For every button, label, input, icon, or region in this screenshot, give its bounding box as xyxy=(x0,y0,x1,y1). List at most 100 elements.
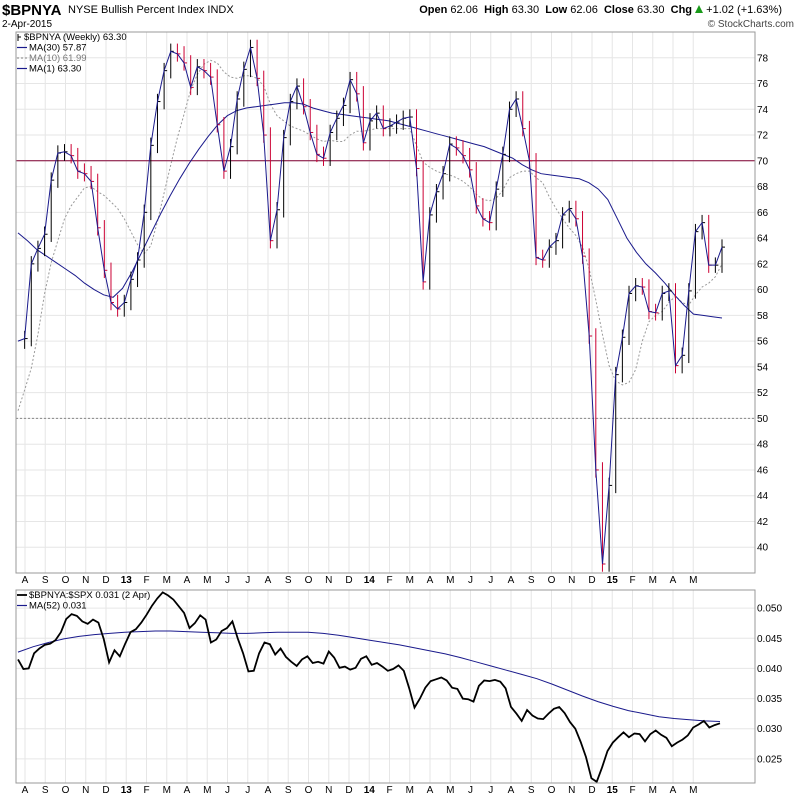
x-tick-label: O xyxy=(62,575,70,586)
x-tick-label: A xyxy=(427,785,434,795)
open-value: 62.06 xyxy=(450,4,478,16)
y-tick-label: 0.030 xyxy=(757,724,782,735)
y-tick-label: 60 xyxy=(757,285,769,296)
low-label: Low xyxy=(545,4,568,16)
legend-ma10: MA(10) 61.99 xyxy=(29,53,87,64)
x-tick-label: S xyxy=(528,785,535,795)
x-tick-label: J xyxy=(468,575,473,586)
x-tick-label: J xyxy=(225,575,230,586)
x-tick-label: S xyxy=(42,575,49,586)
chart-header: $BPNYA NYSE Bullish Percent Index INDX 2… xyxy=(0,0,800,32)
x-tick-label: N xyxy=(325,575,332,586)
x-tick-label: N xyxy=(568,785,575,795)
x-tick-label: A xyxy=(184,785,191,795)
ratio-panel-frame xyxy=(15,589,756,784)
legend-price: $BPNYA (Weekly) 63.30 xyxy=(24,32,127,43)
y-tick-label: 76 xyxy=(757,79,769,90)
x-tick-label: J xyxy=(245,575,250,586)
x-tick-label: F xyxy=(143,785,149,795)
x-tick-label: D xyxy=(345,575,352,586)
price-panel-frame xyxy=(15,31,756,574)
x-tick-label: A xyxy=(427,575,434,586)
legend-ma52: MA(52) 0.031 xyxy=(29,601,87,612)
x-tick-label: O xyxy=(305,785,313,795)
price-bars xyxy=(24,39,725,572)
x-tick-label: M xyxy=(689,575,697,586)
x-tick-label: N xyxy=(82,575,89,586)
x-tick-label: M xyxy=(163,785,171,795)
y-tick-label: 64 xyxy=(757,234,769,245)
y-tick-label: 68 xyxy=(757,182,769,193)
x-tick-label: A xyxy=(670,575,677,586)
y-tick-label: 56 xyxy=(757,337,769,348)
y-tick-label: 0.050 xyxy=(757,604,782,615)
x-tick-label: O xyxy=(305,575,313,586)
y-tick-label: 0.025 xyxy=(757,754,782,765)
x-tick-label: S xyxy=(285,785,292,795)
x-tick-label: A xyxy=(22,575,29,586)
symbol-title: $BPNYA xyxy=(2,2,62,19)
x-tick-label: 13 xyxy=(121,785,133,795)
y-tick-label: 0.035 xyxy=(757,694,782,705)
x-tick-label: 15 xyxy=(607,785,619,795)
y-tick-label: 48 xyxy=(757,440,769,451)
x-tick-label: A xyxy=(265,575,272,586)
x-tick-label: D xyxy=(102,785,109,795)
x-tick-label: M xyxy=(649,575,657,586)
x-tick-label: O xyxy=(548,785,556,795)
high-value: 63.30 xyxy=(511,4,540,16)
x-tick-label: N xyxy=(568,575,575,586)
high-label: High xyxy=(484,4,509,16)
y-tick-label: 54 xyxy=(757,362,769,373)
x-tick-label: A xyxy=(22,785,29,795)
x-tick-label: A xyxy=(508,575,515,586)
low-value: 62.06 xyxy=(570,4,598,16)
x-tick-label: M xyxy=(406,575,414,586)
close-value: 63.30 xyxy=(636,4,665,16)
exchange-label: INDX xyxy=(207,4,234,16)
change-value: +1.02 (+1.63%) xyxy=(706,4,782,16)
x-tick-label: 15 xyxy=(607,575,619,586)
ma1-line xyxy=(17,45,723,565)
ohlc-readout: Open 62.06 High 63.30 Low 62.06 Close 63… xyxy=(419,4,782,16)
open-label: Open xyxy=(419,4,448,16)
x-tick-label: S xyxy=(528,575,535,586)
x-tick-label: 13 xyxy=(121,575,133,586)
y-tick-label: 46 xyxy=(757,465,769,476)
x-tick-label: D xyxy=(345,785,352,795)
x-tick-label: M xyxy=(203,785,211,795)
close-label: Close xyxy=(603,4,634,16)
x-tick-label: M xyxy=(446,785,454,795)
legend-ma1: MA(1) 63.30 xyxy=(29,64,81,75)
ma52-line xyxy=(17,630,721,722)
x-tick-label: D xyxy=(588,785,595,795)
x-tick-label: F xyxy=(629,575,635,586)
x-tick-label: M xyxy=(689,785,697,795)
ratio-line xyxy=(17,591,721,784)
x-tick-label: F xyxy=(143,575,149,586)
x-tick-label: A xyxy=(184,575,191,586)
y-tick-label: 0.040 xyxy=(757,664,782,675)
y-tick-label: 58 xyxy=(757,311,769,322)
x-tick-label: F xyxy=(629,785,635,795)
x-tick-label: D xyxy=(588,575,595,586)
legend-ma30: MA(30) 57.87 xyxy=(29,43,87,54)
x-tick-label: A xyxy=(265,785,272,795)
y-tick-label: 42 xyxy=(757,517,769,528)
x-tick-label: J xyxy=(468,785,473,795)
y-tick-label: 62 xyxy=(757,259,769,270)
x-tick-label: A xyxy=(670,785,677,795)
x-tick-label: D xyxy=(102,575,109,586)
x-tick-label: M xyxy=(446,575,454,586)
y-tick-label: 0.045 xyxy=(757,634,782,645)
up-triangle-icon xyxy=(695,5,704,13)
x-tick-label: S xyxy=(285,575,292,586)
change-label: Chg xyxy=(670,4,693,16)
x-tick-label: J xyxy=(225,785,230,795)
x-tick-label: O xyxy=(548,575,556,586)
chart-date: 2-Apr-2015 xyxy=(2,19,53,30)
x-tick-label: O xyxy=(62,785,70,795)
x-tick-label: J xyxy=(488,575,493,586)
y-tick-label: 40 xyxy=(757,543,769,554)
copyright-text: © StockCharts.com xyxy=(707,19,794,30)
